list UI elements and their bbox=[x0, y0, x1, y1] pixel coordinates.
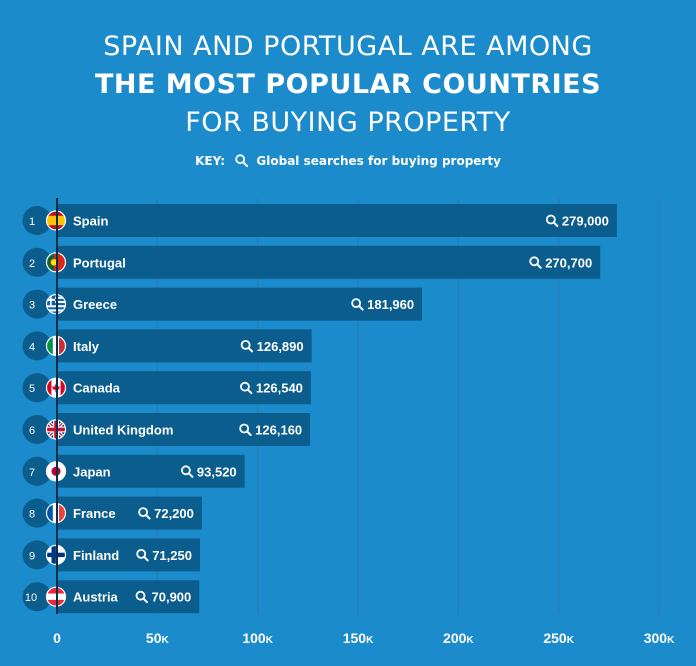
legend-key: KEY: Global searches for buying property bbox=[0, 154, 696, 168]
search-icon bbox=[240, 339, 254, 353]
value-label: 71,250 bbox=[152, 548, 192, 563]
chart-title: SPAIN AND PORTUGAL ARE AMONG THE MOST PO… bbox=[0, 28, 696, 142]
bar bbox=[57, 287, 423, 321]
bar bbox=[57, 496, 202, 530]
rank-circle bbox=[22, 289, 52, 319]
search-icon bbox=[135, 590, 149, 604]
search-icon bbox=[239, 423, 252, 436]
rank-label: 1 bbox=[29, 216, 35, 228]
bar bbox=[57, 245, 601, 279]
category-label: Austria bbox=[73, 590, 119, 605]
rank-circle bbox=[22, 373, 52, 403]
search-icon bbox=[545, 214, 559, 227]
value-label: 70,900 bbox=[152, 590, 192, 605]
title-line-3: FOR BUYING PROPERTY bbox=[185, 107, 511, 138]
rank-label: 8 bbox=[29, 509, 35, 521]
rank-circle bbox=[22, 247, 52, 277]
value-label: 279,000 bbox=[562, 214, 609, 229]
search-icon bbox=[240, 381, 253, 395]
category-label: Canada bbox=[73, 381, 121, 396]
value-label: 72,200 bbox=[154, 506, 194, 521]
rank-circle bbox=[22, 415, 52, 444]
rank-label: 10 bbox=[25, 592, 37, 604]
search-icon bbox=[138, 507, 151, 520]
rank-label: 7 bbox=[29, 467, 35, 479]
rank-circle bbox=[22, 331, 52, 361]
category-label: Greece bbox=[73, 297, 117, 312]
category-label: Finland bbox=[73, 548, 119, 563]
x-tick-label: 250K bbox=[543, 630, 574, 646]
bar bbox=[57, 538, 200, 572]
rank-label: 9 bbox=[29, 550, 35, 562]
search-icon bbox=[235, 154, 249, 167]
value-label: 93,520 bbox=[197, 464, 237, 479]
x-tick-label: 0 bbox=[53, 630, 61, 646]
key-label: KEY: bbox=[195, 154, 226, 168]
value-label: 270,700 bbox=[545, 255, 592, 270]
bar bbox=[57, 454, 245, 488]
rank-label: 4 bbox=[29, 341, 35, 353]
value-label: 126,890 bbox=[257, 339, 304, 354]
title-line-1: SPAIN AND PORTUGAL ARE AMONG bbox=[103, 31, 593, 62]
category-label: Spain bbox=[73, 214, 108, 229]
title-line-2: THE MOST POPULAR COUNTRIES bbox=[94, 69, 602, 100]
value-label: 126,540 bbox=[256, 381, 303, 396]
search-icon bbox=[136, 549, 149, 562]
category-label: Italy bbox=[73, 339, 100, 354]
rank-circle bbox=[22, 206, 52, 235]
search-icon bbox=[351, 298, 364, 311]
rank-circle bbox=[22, 498, 52, 528]
category-label: United Kingdom bbox=[73, 423, 173, 438]
rank-circle bbox=[22, 540, 52, 570]
rank-circle bbox=[22, 582, 52, 612]
x-tick-label: 100K bbox=[242, 630, 273, 646]
bar bbox=[57, 204, 617, 237]
search-icon bbox=[529, 256, 542, 269]
search-icon bbox=[180, 465, 194, 478]
bar bbox=[57, 329, 312, 363]
x-tick-label: 150K bbox=[343, 630, 374, 646]
category-label: Japan bbox=[73, 464, 111, 479]
x-tick-label: 200K bbox=[443, 630, 474, 646]
x-tick-label: 300K bbox=[644, 630, 675, 646]
rank-label: 2 bbox=[29, 258, 35, 270]
rank-label: 5 bbox=[29, 383, 35, 395]
value-label: 126,160 bbox=[255, 423, 302, 438]
rank-label: 3 bbox=[29, 300, 35, 312]
rank-label: 6 bbox=[29, 425, 35, 437]
bar bbox=[57, 371, 311, 405]
category-label: Portugal bbox=[73, 255, 126, 270]
key-text: Global searches for buying property bbox=[256, 154, 501, 168]
bar bbox=[57, 580, 200, 614]
bar bbox=[57, 413, 311, 446]
rank-circle bbox=[22, 456, 52, 486]
value-label: 181,960 bbox=[367, 297, 414, 312]
x-tick-label: 50K bbox=[146, 630, 170, 646]
category-label: France bbox=[73, 506, 116, 521]
